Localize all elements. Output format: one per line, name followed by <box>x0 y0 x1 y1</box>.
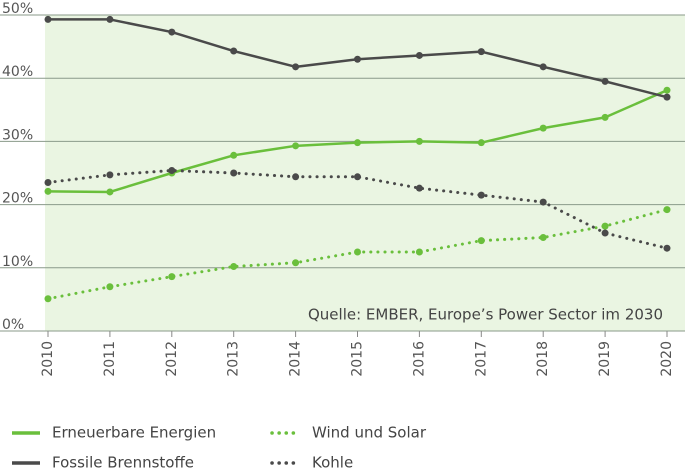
y-tick-label: 0% <box>2 317 24 333</box>
point <box>415 137 423 145</box>
point <box>663 244 671 252</box>
x-tick-label: 2019 <box>597 341 613 377</box>
point <box>539 124 547 132</box>
x-tick-label: 2018 <box>535 341 551 377</box>
point <box>230 47 238 55</box>
point <box>477 139 485 147</box>
point <box>106 171 114 179</box>
x-tick-label: 2017 <box>473 341 489 377</box>
point <box>477 237 485 245</box>
y-tick-label: 30% <box>2 127 33 143</box>
legend-label: Kohle <box>312 454 353 470</box>
point <box>415 184 423 192</box>
x-tick-label: 2013 <box>226 341 242 377</box>
point <box>168 166 176 174</box>
point <box>477 191 485 199</box>
y-tick-label: 10% <box>2 254 33 270</box>
x-tick-label: 2011 <box>102 341 118 377</box>
point <box>539 233 547 241</box>
point <box>601 77 609 85</box>
legend-label: Fossile Brennstoffe <box>52 454 194 470</box>
point <box>354 248 361 256</box>
point <box>230 151 238 159</box>
point <box>292 259 300 267</box>
x-tick-label: 2016 <box>411 341 427 377</box>
point <box>106 15 114 23</box>
point <box>539 63 547 71</box>
point <box>601 229 609 237</box>
point <box>44 178 52 186</box>
point <box>230 169 238 177</box>
point <box>354 173 361 181</box>
point <box>292 142 300 150</box>
x-tick-label: 2014 <box>288 341 304 377</box>
point <box>354 55 361 63</box>
point <box>44 187 52 195</box>
plot-background <box>45 15 685 331</box>
point <box>601 222 609 230</box>
point <box>106 283 114 291</box>
y-tick-label: 20% <box>2 191 33 207</box>
annotation: Quelle: EMBER, Europe’s Power Sector im … <box>308 306 663 324</box>
point <box>415 51 423 59</box>
point <box>168 28 176 36</box>
legend-label: Wind und Solar <box>312 424 427 442</box>
point <box>106 188 114 196</box>
y-tick-label: 40% <box>2 64 33 80</box>
point <box>354 139 361 147</box>
point <box>292 63 300 71</box>
point <box>539 198 547 206</box>
point <box>44 295 52 303</box>
point <box>477 48 485 56</box>
point <box>663 93 671 101</box>
x-tick-label: 2015 <box>350 341 366 377</box>
point <box>601 113 609 121</box>
x-tick-label: 2020 <box>659 341 675 377</box>
x-tick-label: 2012 <box>164 341 180 377</box>
point <box>168 273 176 281</box>
point <box>230 263 238 271</box>
y-tick-label: 50% <box>2 1 33 17</box>
point <box>292 173 300 181</box>
point <box>415 248 423 256</box>
point <box>663 206 671 214</box>
legend-label: Erneuerbare Energien <box>52 424 216 442</box>
point <box>44 15 52 23</box>
point <box>663 86 671 94</box>
x-tick-label: 2010 <box>40 341 56 377</box>
